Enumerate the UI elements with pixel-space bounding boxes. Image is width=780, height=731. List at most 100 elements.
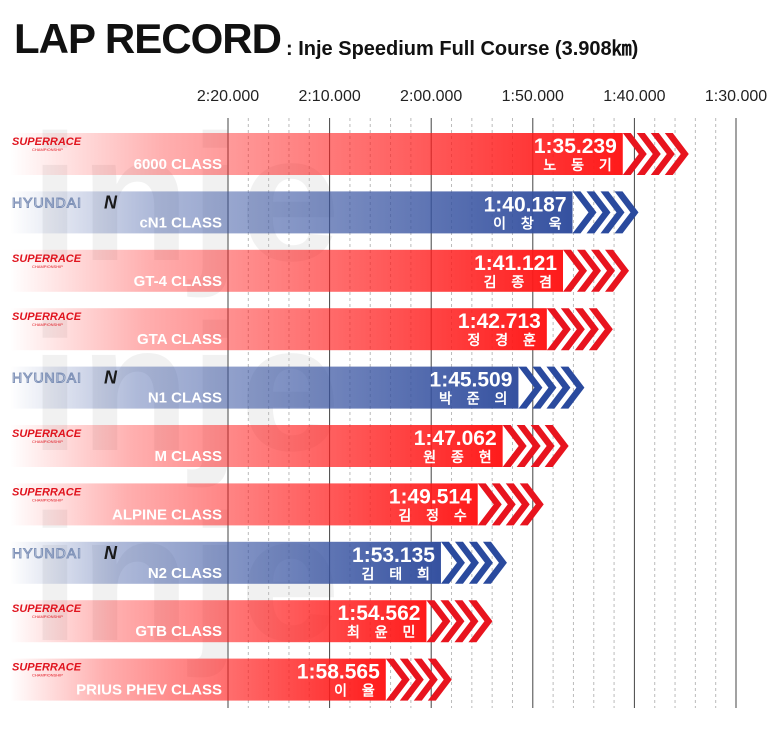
hyundai-logo: HYUNDAI	[12, 194, 82, 210]
n-logo: N	[104, 543, 118, 563]
driver-label: 정 경 훈	[467, 332, 540, 349]
bar-chevron	[591, 249, 616, 292]
bar-chevron	[440, 541, 465, 584]
bar-chevron	[454, 541, 479, 584]
lap-time-label: 1:49.514	[389, 485, 472, 508]
driver-label: 최 윤 민	[347, 624, 420, 641]
bar-chevron	[385, 658, 410, 701]
page-title: LAP RECORD	[14, 15, 282, 62]
x-tick-label: 1:50.000	[502, 88, 564, 105]
superrace-logo: SUPERRACE	[12, 311, 82, 323]
x-tick-label: 1:40.000	[603, 88, 665, 105]
bar-chevron	[491, 483, 516, 526]
bar-chevron	[588, 308, 613, 351]
lap-time-label: 1:35.239	[534, 135, 617, 158]
x-tick-label: 2:00.000	[400, 88, 462, 105]
lap-time-label: 1:47.062	[414, 427, 497, 450]
bar	[10, 483, 478, 526]
bar	[10, 249, 564, 292]
x-tick-label: 2:20.000	[197, 88, 259, 105]
class-label: cN1 CLASS	[139, 214, 222, 231]
bar-chevron	[560, 366, 585, 409]
class-label: GT-4 CLASS	[134, 273, 222, 290]
bar	[10, 658, 386, 701]
bar-chevron	[563, 249, 588, 292]
bar-chevron	[605, 249, 630, 292]
lap-time-label: 1:40.187	[484, 193, 567, 216]
bar-chevron	[577, 249, 602, 292]
bar-chevron	[505, 483, 530, 526]
page-subtitle: : Inje Speedium Full Course (3.908㎞)	[286, 38, 639, 60]
bar-chevron	[518, 366, 543, 409]
bar-chevron	[477, 483, 502, 526]
superrace-logo: SUPERRACE	[12, 428, 82, 440]
bar-chevron	[546, 308, 571, 351]
class-label: GTB CLASS	[135, 623, 222, 640]
bar-chevron	[530, 425, 555, 467]
superrace-logo: SUPERRACE	[12, 253, 82, 265]
bar-chevron	[427, 658, 452, 701]
bar-chevron	[468, 600, 493, 643]
lap-time-label: 1:45.509	[430, 369, 513, 392]
driver-label: 원 종 현	[423, 450, 496, 466]
class-label: PRIUS PHEV CLASS	[76, 682, 222, 699]
lap-time-label: 1:54.562	[338, 602, 421, 625]
hyundai-logo: HYUNDAI	[12, 545, 82, 561]
superrace-logo: SUPERRACE	[12, 136, 82, 148]
hyundai-logo: HYUNDAI	[12, 370, 82, 386]
bar-chevron	[636, 133, 661, 175]
bar-chevron	[440, 600, 465, 643]
superrace-logo-sub: CHAMPIONSHIP	[32, 147, 63, 152]
bar-chevron	[600, 191, 625, 234]
n-logo: N	[104, 368, 118, 388]
n-logo: N	[104, 192, 118, 212]
class-label: N2 CLASS	[148, 565, 222, 582]
bar-chevron	[560, 308, 585, 351]
bar-chevron	[650, 133, 675, 175]
bar	[10, 308, 547, 351]
driver-label: 노 동 기	[543, 158, 616, 174]
driver-label: 이 창 욱	[493, 215, 566, 232]
bar-chevron	[664, 133, 689, 175]
driver-label: 김 정 수	[398, 507, 471, 524]
driver-label: 김 태 희	[362, 566, 435, 583]
bar-chevron	[502, 425, 527, 467]
bar-chevron	[532, 366, 557, 409]
superrace-logo-sub: CHAMPIONSHIP	[32, 614, 63, 619]
bar-chevron	[426, 600, 451, 643]
lap-time-label: 1:41.121	[474, 252, 557, 275]
driver-label: 이 율	[334, 683, 380, 700]
superrace-logo-sub: CHAMPIONSHIP	[32, 439, 63, 444]
superrace-logo-sub: CHAMPIONSHIP	[32, 673, 63, 678]
bar-chevron	[413, 658, 438, 701]
class-label: M CLASS	[155, 448, 223, 465]
lap-time-label: 1:42.713	[458, 310, 541, 333]
bar	[10, 425, 503, 467]
bar-chevron	[468, 541, 493, 584]
x-tick-label: 2:10.000	[298, 88, 360, 105]
bar	[10, 600, 427, 643]
class-label: 6000 CLASS	[134, 156, 222, 173]
bar-chevron	[482, 541, 507, 584]
bar-chevron	[519, 483, 544, 526]
class-label: N1 CLASS	[148, 390, 222, 407]
superrace-logo-sub: CHAMPIONSHIP	[32, 497, 63, 502]
bar-chevron	[546, 366, 571, 409]
lap-time-label: 1:53.135	[352, 544, 435, 567]
bar	[10, 191, 573, 234]
bar-chevron	[454, 600, 479, 643]
bar-chevron	[622, 133, 647, 175]
class-label: GTA CLASS	[137, 331, 222, 348]
lap-time-label: 1:58.565	[297, 661, 380, 684]
bar-chevron	[614, 191, 639, 234]
